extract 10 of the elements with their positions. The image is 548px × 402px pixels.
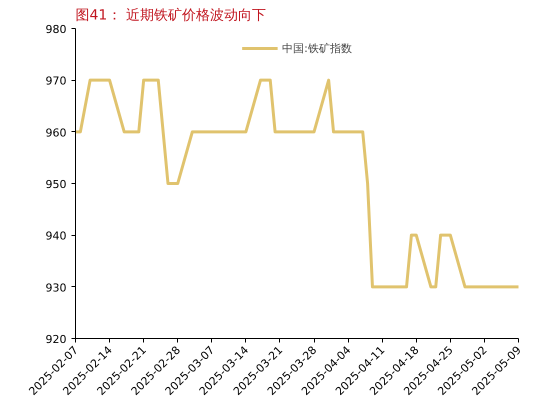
legend-label: 中国:铁矿指数 — [282, 40, 352, 56]
y-tick-label: 940 — [46, 230, 67, 243]
y-tick-label: 930 — [46, 281, 67, 294]
line-series — [76, 78, 518, 288]
y-tick-label: 950 — [46, 178, 67, 191]
y-tick-label: 980 — [46, 23, 67, 36]
chart-title: 图41： 近期铁矿价格波动向下 — [76, 8, 266, 24]
y-tick-label: 960 — [46, 126, 67, 140]
y-tick-label: 920 — [46, 333, 67, 346]
y-tick-label: 970 — [46, 74, 67, 88]
